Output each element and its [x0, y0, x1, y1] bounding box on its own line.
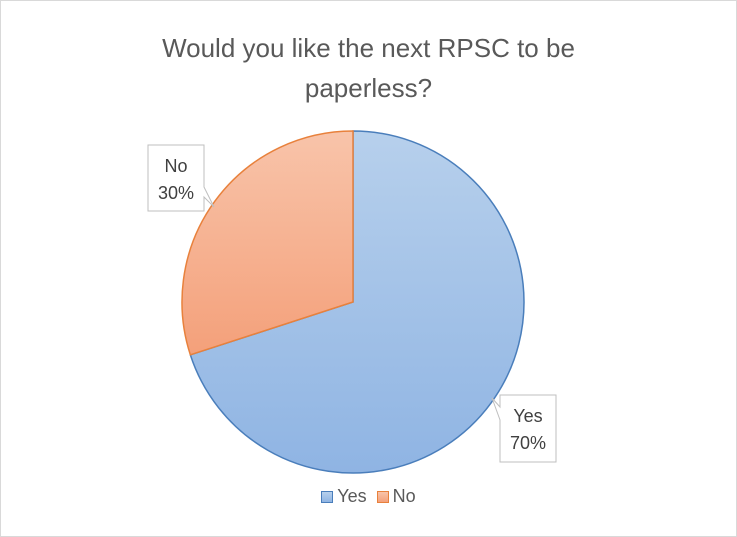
legend-item-no: No	[376, 486, 416, 507]
pie-slice-no	[181, 130, 354, 356]
legend-label-yes: Yes	[337, 486, 367, 506]
pie-slice-yes	[189, 130, 525, 474]
legend-swatch-yes	[321, 490, 334, 503]
data-label-percent-yes: 70%	[510, 433, 546, 453]
chart-title: Would you like the next RPSC to be paper…	[162, 33, 575, 103]
chart-legend: Yes No	[0, 486, 737, 507]
legend-swatch-no	[376, 490, 389, 503]
data-label-box-yes	[491, 394, 557, 463]
legend-item-yes: Yes	[321, 486, 367, 507]
data-label-box-no	[147, 144, 215, 212]
data-label-category-yes: Yes	[513, 406, 542, 426]
data-label-percent-no: 30%	[158, 183, 194, 203]
data-label-category-no: No	[164, 156, 187, 176]
legend-label-no: No	[392, 486, 416, 506]
